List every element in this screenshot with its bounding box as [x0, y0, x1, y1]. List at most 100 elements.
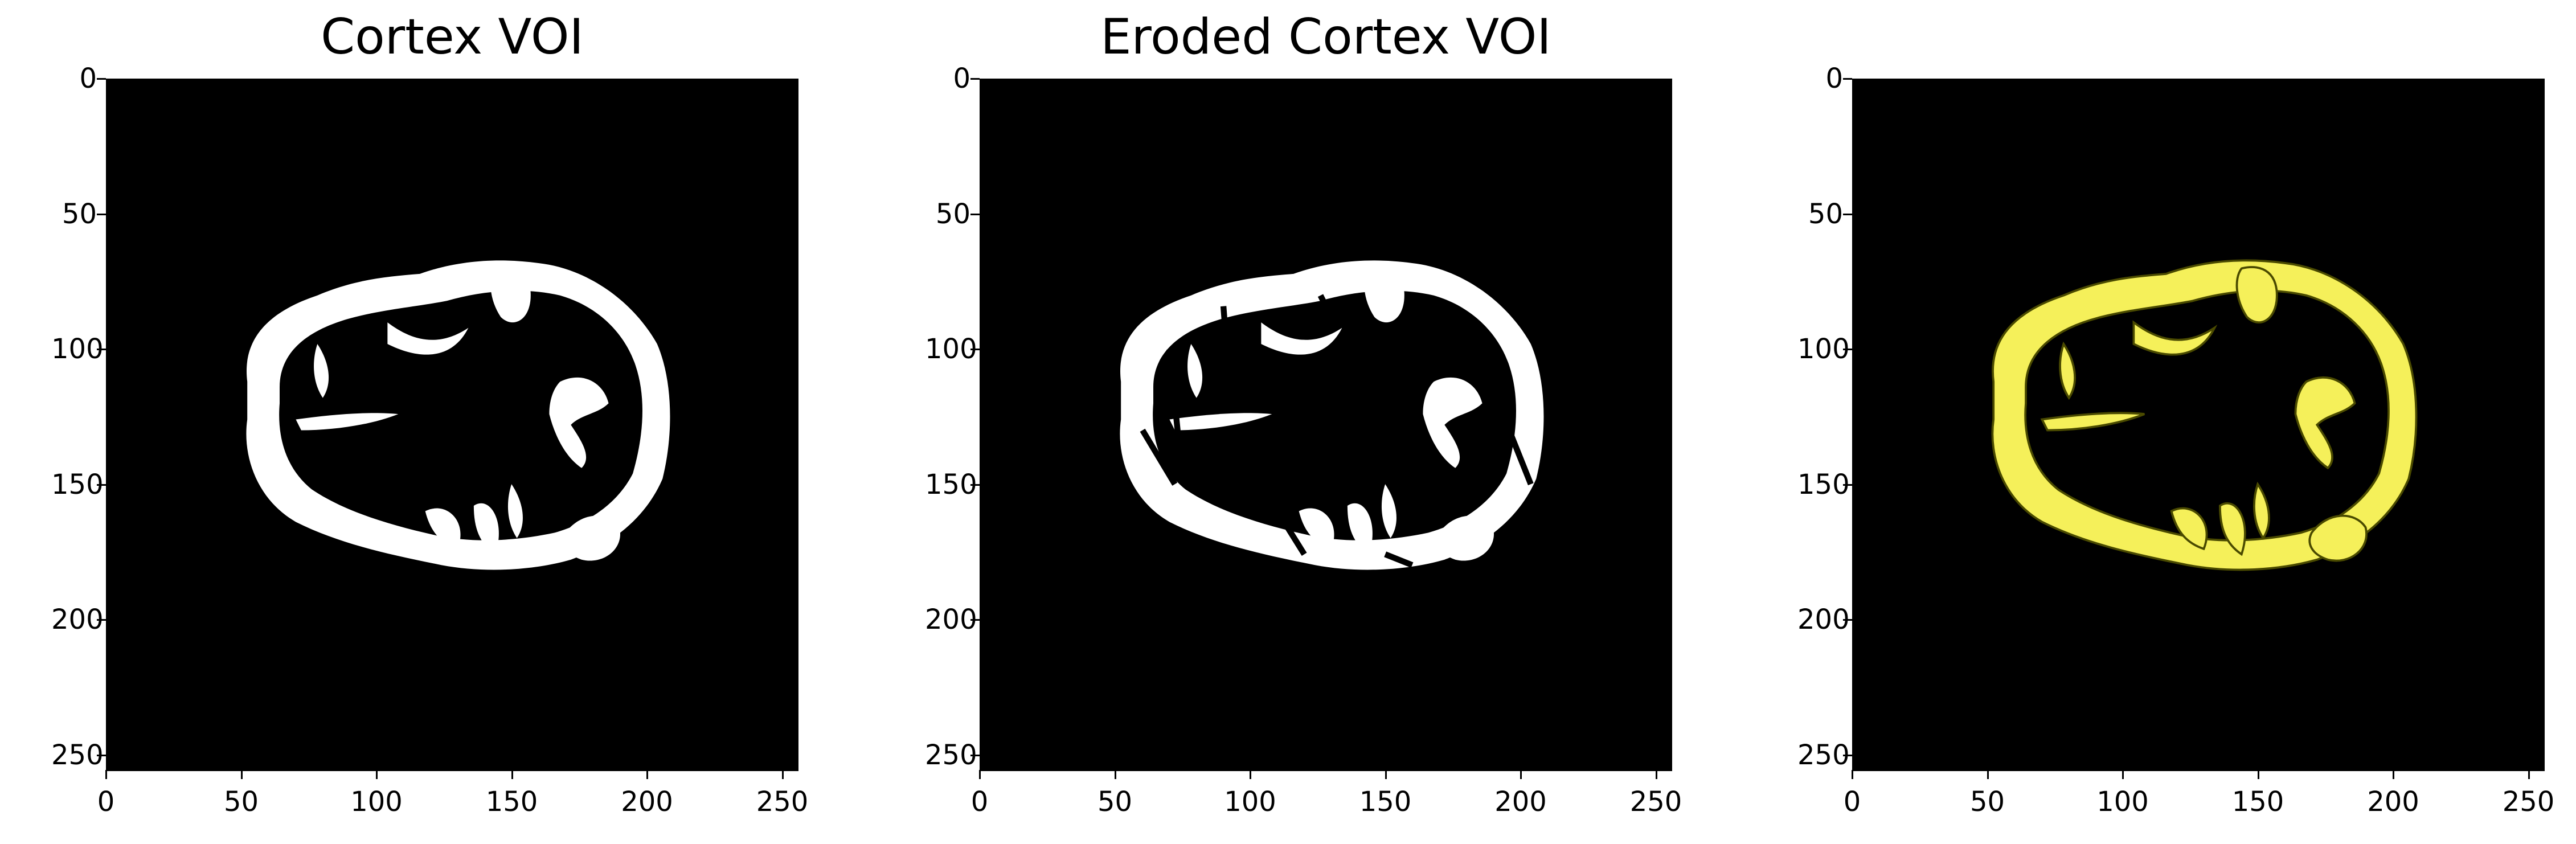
- y-tick-mark: [970, 213, 980, 215]
- cortex-fold: [387, 322, 469, 355]
- x-tick-mark: [1852, 770, 1853, 779]
- y-tick-label: 50: [935, 198, 970, 230]
- y-tick-label: 0: [79, 63, 97, 95]
- x-tick-mark: [240, 770, 243, 779]
- y-tick-label: 50: [62, 198, 97, 230]
- x-tick-label: 250: [1629, 786, 1682, 818]
- y-tick-mark: [97, 619, 106, 621]
- x-tick-mark: [1250, 770, 1251, 779]
- x-tick-mark: [1520, 770, 1522, 779]
- y-tick-mark: [1843, 78, 1852, 80]
- y-tick-mark: [1843, 484, 1852, 486]
- y-tick-label: 250: [51, 739, 104, 771]
- y-tick-mark: [97, 754, 106, 756]
- cortex-fold: [2218, 502, 2246, 556]
- x-tick-label: 0: [1843, 786, 1861, 818]
- x-tick-label: 250: [2502, 786, 2555, 818]
- y-tick-mark: [1843, 619, 1852, 621]
- y-tick-mark: [1843, 213, 1852, 215]
- erosion-gap: [1464, 320, 1512, 379]
- cortex-fold: [2235, 266, 2278, 323]
- mask-background: [107, 80, 797, 770]
- panel-overlay: 0 50 100 150 200 250 0 50 100 150 200 250: [1746, 0, 2576, 844]
- x-tick-mark: [511, 770, 513, 779]
- cortex-fold: [2132, 320, 2218, 356]
- y-tick-label: 50: [1808, 198, 1843, 230]
- x-tick-mark: [646, 770, 648, 779]
- cortex-fold: [507, 484, 523, 538]
- y-tick-label: 200: [925, 604, 977, 636]
- y-tick-mark: [1843, 349, 1852, 350]
- cortex-fold: [425, 508, 461, 549]
- erosion-gap: [1166, 349, 1183, 458]
- y-tick-label: 200: [1797, 604, 1850, 636]
- panel-eroded-cortex-voi: Eroded Cortex VOI 0 50 100 150 200 250 0 50 100 1…: [874, 0, 1705, 844]
- mask-background: [981, 80, 1671, 770]
- cortex-mask: [981, 80, 1671, 770]
- x-tick-mark: [1114, 770, 1116, 779]
- erosion-gap: [1506, 429, 1534, 486]
- cortex-fold: [1261, 322, 1342, 355]
- y-tick-label: 150: [1797, 468, 1850, 501]
- y-tick-label: 100: [51, 333, 104, 365]
- x-tick-mark: [1385, 770, 1387, 779]
- x-tick-label: 0: [97, 786, 115, 818]
- x-tick-mark: [376, 770, 378, 779]
- x-tick-label: 50: [1969, 786, 2005, 818]
- y-tick-label: 200: [51, 604, 104, 636]
- cortex-fold: [1169, 413, 1272, 431]
- y-tick-mark: [1843, 754, 1852, 756]
- cortex-fold: [473, 503, 499, 555]
- cortex-fold: [1381, 484, 1396, 538]
- cortex-fold: [1437, 515, 1494, 561]
- x-tick-label: 50: [1097, 786, 1133, 818]
- erosion-gap: [1140, 428, 1178, 486]
- y-tick-label: 100: [925, 333, 977, 365]
- x-tick-mark: [2393, 770, 2394, 779]
- y-tick-mark: [970, 78, 980, 80]
- x-tick-mark: [2528, 770, 2530, 779]
- erosion-gap: [1275, 509, 1307, 556]
- y-tick-label: 250: [1797, 739, 1850, 771]
- cortex-fold: [1187, 343, 1203, 398]
- cortex-fold: [1347, 503, 1373, 555]
- cortex-fold: [549, 377, 609, 468]
- y-tick-mark: [970, 619, 980, 621]
- x-tick-label: 150: [1359, 786, 1412, 818]
- cortex-fold: [314, 343, 329, 398]
- y-tick-label: 250: [925, 739, 977, 771]
- x-tick-label: 0: [970, 786, 989, 818]
- x-tick-label: 150: [485, 786, 538, 818]
- x-tick-mark: [979, 770, 981, 779]
- y-tick-mark: [970, 754, 980, 756]
- x-tick-label: 100: [1224, 786, 1276, 818]
- cortex-mask: [1853, 80, 2544, 770]
- y-tick-mark: [970, 349, 980, 350]
- x-tick-label: 100: [350, 786, 403, 818]
- x-tick-label: 50: [223, 786, 259, 818]
- panel-title: Cortex VOI: [321, 9, 584, 65]
- x-tick-label: 200: [621, 786, 673, 818]
- erosion-gap: [1317, 294, 1340, 329]
- y-tick-label: 150: [51, 468, 104, 501]
- y-tick-label: 100: [1797, 333, 1850, 365]
- y-tick-label: 150: [925, 468, 977, 501]
- x-tick-mark: [781, 770, 784, 779]
- mask-image: [106, 79, 798, 771]
- erosion-gap: [1220, 306, 1232, 377]
- cortex-fold: [1364, 267, 1404, 323]
- cortex-fold: [2170, 507, 2208, 551]
- y-tick-label: 0: [1825, 63, 1843, 95]
- y-tick-mark: [97, 484, 106, 486]
- erosion-gap: [1384, 551, 1414, 568]
- cortex-fold: [2040, 412, 2145, 432]
- cortex-fold: [1423, 377, 1482, 468]
- cortex-fold: [2308, 514, 2368, 562]
- mask-image: [980, 79, 1672, 771]
- x-tick-mark: [2257, 770, 2259, 779]
- cortex-fold: [2294, 376, 2356, 470]
- cortex-fold: [296, 413, 399, 431]
- mask-background: [1853, 80, 2544, 770]
- cortex-fold: [2059, 341, 2076, 400]
- cortex-fold: [563, 515, 621, 561]
